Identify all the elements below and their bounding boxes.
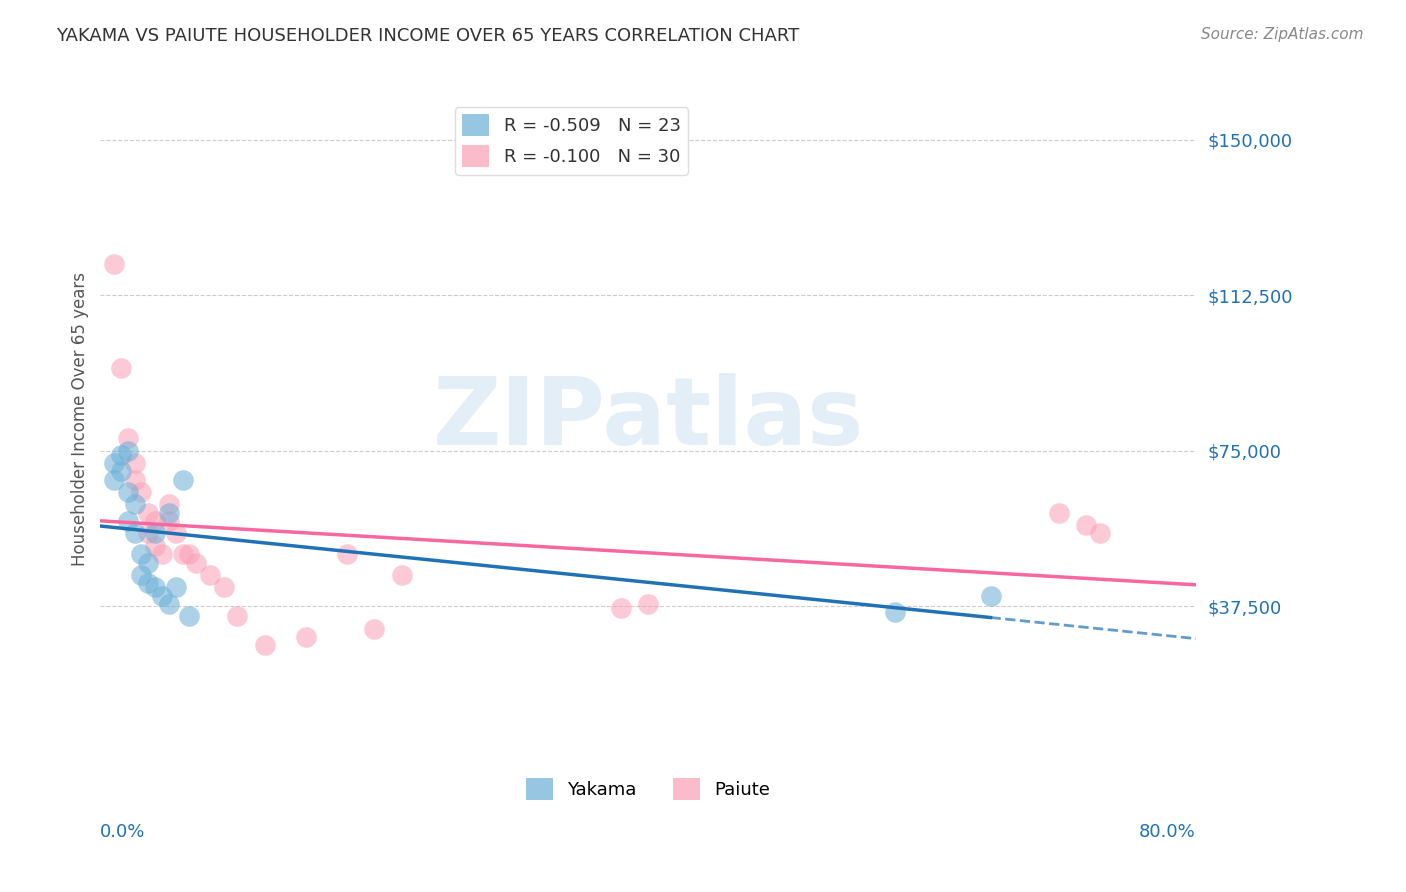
Point bbox=[103, 456, 125, 470]
Text: 0.0%: 0.0% bbox=[100, 823, 146, 841]
Point bbox=[157, 506, 180, 520]
Point bbox=[610, 601, 633, 615]
Point bbox=[150, 547, 173, 561]
Point bbox=[157, 514, 180, 528]
Point bbox=[110, 464, 132, 478]
Point bbox=[136, 576, 159, 591]
Point bbox=[172, 547, 194, 561]
Point bbox=[143, 539, 166, 553]
Point bbox=[336, 547, 359, 561]
Point bbox=[150, 589, 173, 603]
Point bbox=[124, 473, 146, 487]
Point bbox=[980, 589, 1002, 603]
Point bbox=[110, 448, 132, 462]
Point bbox=[136, 556, 159, 570]
Point bbox=[117, 485, 139, 500]
Legend: Yakama, Paiute: Yakama, Paiute bbox=[519, 771, 778, 807]
Point bbox=[117, 514, 139, 528]
Text: YAKAMA VS PAIUTE HOUSEHOLDER INCOME OVER 65 YEARS CORRELATION CHART: YAKAMA VS PAIUTE HOUSEHOLDER INCOME OVER… bbox=[56, 27, 800, 45]
Point bbox=[124, 456, 146, 470]
Point bbox=[883, 605, 905, 619]
Point bbox=[226, 609, 249, 624]
Point bbox=[179, 609, 201, 624]
Text: ZIPatlas: ZIPatlas bbox=[433, 374, 863, 466]
Point bbox=[110, 360, 132, 375]
Point bbox=[363, 622, 385, 636]
Point bbox=[136, 506, 159, 520]
Point bbox=[103, 257, 125, 271]
Point bbox=[103, 473, 125, 487]
Point bbox=[143, 526, 166, 541]
Point bbox=[198, 568, 221, 582]
Point bbox=[186, 556, 208, 570]
Point bbox=[637, 597, 659, 611]
Y-axis label: Householder Income Over 65 years: Householder Income Over 65 years bbox=[72, 272, 89, 566]
Point bbox=[172, 473, 194, 487]
Point bbox=[136, 526, 159, 541]
Point bbox=[143, 580, 166, 594]
Point bbox=[179, 547, 201, 561]
Text: 80.0%: 80.0% bbox=[1139, 823, 1197, 841]
Point bbox=[117, 431, 139, 445]
Point bbox=[1088, 526, 1111, 541]
Point bbox=[1047, 506, 1070, 520]
Point bbox=[131, 547, 153, 561]
Text: Source: ZipAtlas.com: Source: ZipAtlas.com bbox=[1201, 27, 1364, 42]
Point bbox=[157, 597, 180, 611]
Point bbox=[1076, 518, 1098, 533]
Point bbox=[143, 514, 166, 528]
Point bbox=[165, 580, 187, 594]
Point bbox=[157, 498, 180, 512]
Point bbox=[131, 485, 153, 500]
Point bbox=[165, 526, 187, 541]
Point bbox=[391, 568, 413, 582]
Point bbox=[117, 443, 139, 458]
Point bbox=[253, 639, 276, 653]
Point bbox=[294, 630, 316, 644]
Point bbox=[212, 580, 235, 594]
Point bbox=[131, 568, 153, 582]
Point bbox=[124, 526, 146, 541]
Point bbox=[124, 498, 146, 512]
